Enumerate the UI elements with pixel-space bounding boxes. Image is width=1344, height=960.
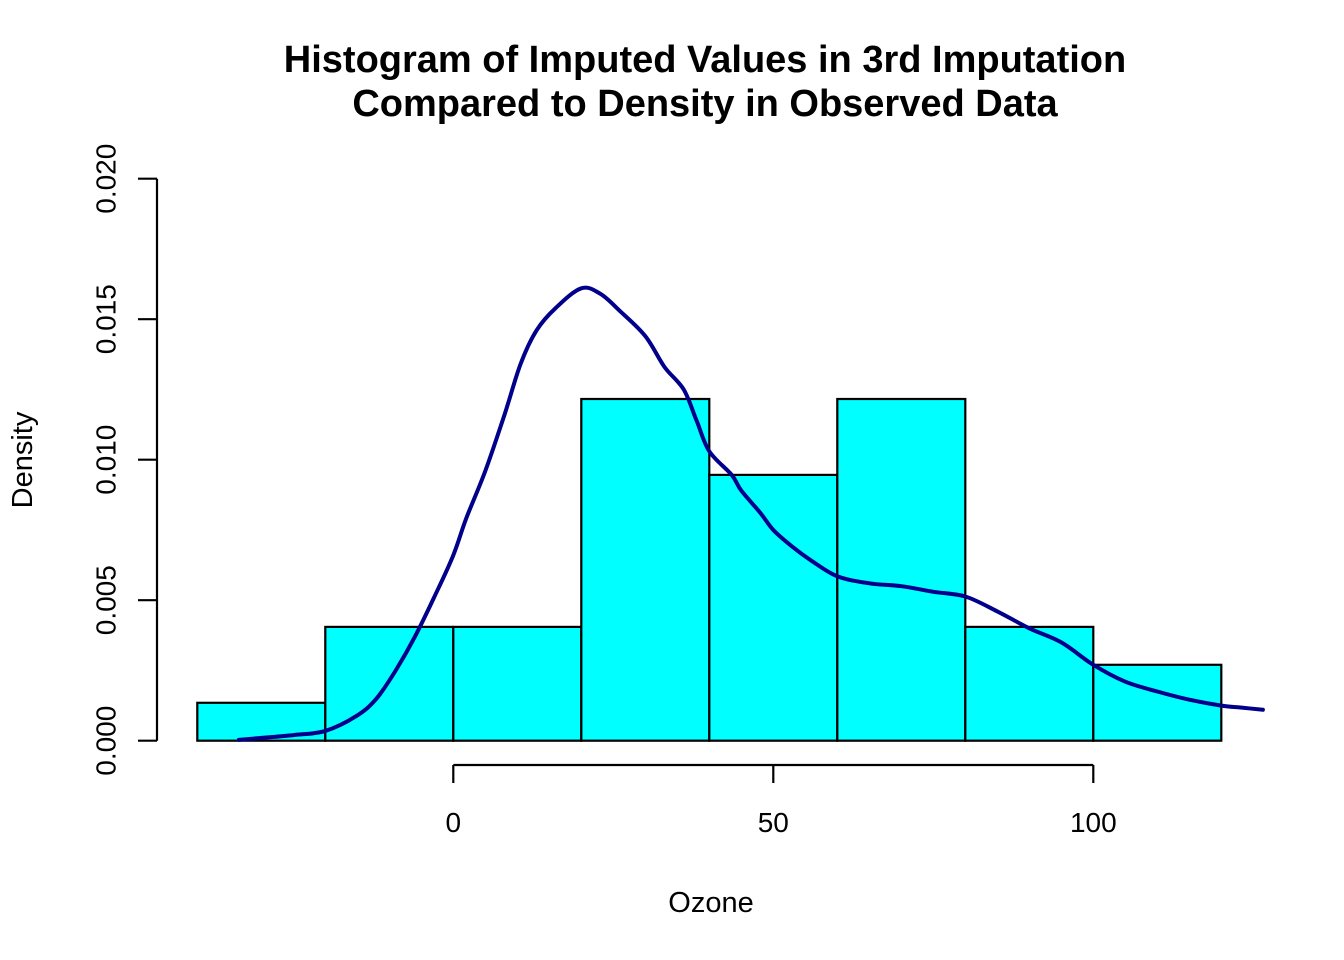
y-tick-label: 0.010: [90, 425, 121, 495]
histogram-bar: [708, 473, 839, 742]
histogram-bar: [196, 701, 327, 742]
x-tick-label: 100: [1070, 807, 1117, 838]
x-axis-label: Ozone: [668, 887, 753, 919]
histogram-bar: [964, 625, 1095, 742]
chart-title-line1: Histogram of Imputed Values in 3rd Imput…: [284, 39, 1126, 81]
y-tick-label: 0.015: [90, 284, 121, 354]
y-tick-label: 0.000: [90, 706, 121, 776]
x-tick-label: 50: [758, 807, 789, 838]
histogram-bar: [452, 625, 583, 742]
histogram-bar: [580, 397, 711, 742]
density-curve: [236, 285, 1265, 742]
y-tick-label: 0.020: [90, 144, 121, 214]
y-tick-label: 0.005: [90, 565, 121, 635]
chart-title-line2: Compared to Density in Observed Data: [352, 83, 1058, 125]
histogram-bar: [836, 397, 967, 742]
axes: 0.000 0.005 0.010 0.015 0.020 0 50 100: [90, 144, 1116, 838]
x-tick-label: 0: [446, 807, 462, 838]
density-curve-layer: [236, 285, 1265, 742]
y-axis-label: Density: [7, 411, 39, 508]
